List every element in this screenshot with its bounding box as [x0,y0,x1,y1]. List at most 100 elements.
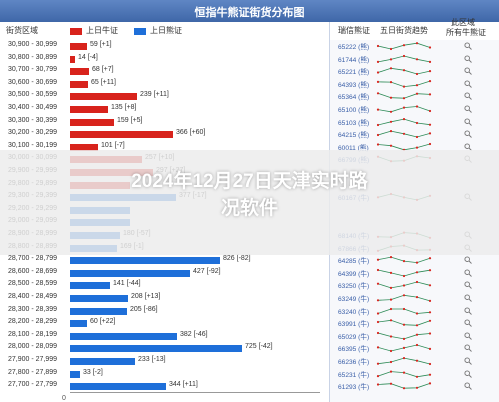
row-value-label: 366 [+60] [176,129,206,137]
row-warrant-code[interactable]: 65364 (熊) [338,94,370,102]
row-bar[interactable] [70,131,173,139]
row-trend-sparkline [376,281,432,290]
row-warrant-code[interactable]: 65100 (熊) [338,107,370,114]
magnifier-icon[interactable] [464,80,472,88]
magnifier-icon[interactable] [464,42,472,50]
magnifier-icon[interactable] [464,370,472,378]
row-range-label: 27,700 - 27,799 [8,381,58,389]
row-bar[interactable] [70,93,137,101]
row-bar[interactable] [70,383,166,391]
row-trend-sparkline [376,382,432,390]
row-value-label: 101 [-7] [101,141,125,149]
row-range-label: 28,400 - 28,499 [8,293,58,300]
overlay-title-line1: 2024年12月27日天津实时路 [131,171,368,192]
row-trend-sparkline [376,54,432,63]
row-range-label: 27,800 - 27,899 [8,368,58,376]
row-bar[interactable] [70,332,177,340]
row-bar[interactable] [70,43,87,50]
magnifier-icon[interactable] [464,344,472,353]
row-value-label: 33 [-2] [83,368,103,376]
magnifier-icon[interactable] [464,281,472,290]
row-warrant-code[interactable]: 65103 (熊) [338,119,370,127]
row-range-label: 30,900 - 30,999 [8,41,58,48]
row-warrant-code[interactable]: 64215 (熊) [338,132,370,140]
row-bar[interactable] [70,143,98,151]
magnifier-icon[interactable] [464,294,472,302]
row-trend-sparkline [376,370,432,378]
row-warrant-code[interactable]: 63240 (牛) [338,308,370,316]
row-warrant-code[interactable]: 64399 (牛) [338,270,370,278]
row-warrant-code[interactable]: 66395 (牛) [338,346,370,354]
row-warrant-code[interactable]: 63249 (牛) [338,296,370,303]
magnifier-icon[interactable] [464,55,472,63]
row-bar[interactable] [70,358,135,365]
magnifier-icon[interactable] [464,307,472,315]
magnifier-icon[interactable] [464,382,472,391]
row-range-label: 28,200 - 28,299 [8,318,58,326]
row-warrant-code[interactable]: 63250 (牛) [338,283,370,291]
magnifier-icon[interactable] [464,319,472,328]
magnifier-icon[interactable] [464,118,472,126]
row-value-label: 135 [+8] [111,104,137,111]
magnifier-icon[interactable] [464,92,472,101]
row-bar[interactable] [70,295,128,302]
row-warrant-code[interactable]: 65221 (熊) [338,69,370,77]
row-bar[interactable] [70,68,89,76]
row-bar[interactable] [70,80,88,88]
page-title: 恒指牛熊证街货分布图 [194,7,305,19]
row-value-label: 65 [+11] [91,78,116,86]
row-bar[interactable] [70,257,220,265]
row-warrant-code[interactable]: 66236 (牛) [338,359,370,366]
row-warrant-code[interactable]: 64285 (牛) [338,258,370,266]
row-range-label: 28,100 - 28,199 [8,330,58,338]
row-range-label: 30,300 - 30,399 [8,116,58,124]
row-trend-sparkline [376,79,432,88]
row-range-label: 30,800 - 30,899 [8,53,58,61]
row-warrant-code[interactable]: 64393 (熊) [338,81,370,89]
row-warrant-code[interactable]: 60011 (熊) [338,144,369,152]
row-bar[interactable] [70,370,80,378]
bear-legend-swatch [134,28,146,35]
row-bar[interactable] [70,320,87,328]
row-value-label: 60 [+22] [90,318,116,326]
row-bar[interactable] [70,118,114,126]
row-range-label: 27,900 - 27,999 [8,356,58,363]
title-bar: 恒指牛熊证街货分布图 [0,0,499,22]
row-trend-sparkline [376,357,432,366]
magnifier-icon[interactable] [464,143,472,151]
bull-legend-label: 上日牛证 [86,26,118,35]
row-value-label: 826 [-82] [223,255,251,263]
x-axis-zero-label: 0 [62,395,66,402]
row-trend-sparkline [376,256,432,264]
row-bar[interactable] [70,282,110,290]
row-warrant-code[interactable]: 65029 (牛) [338,333,370,341]
row-bar[interactable] [70,106,108,113]
area-column-header-line1: 此区域 [451,18,475,27]
code-column-header: 瑞信熊证 [338,26,370,35]
row-warrant-code[interactable]: 65222 (熊) [338,44,370,51]
row-range-label: 30,100 - 30,199 [8,141,58,149]
row-bar[interactable] [70,269,190,277]
row-value-label: 382 [-46] [180,330,208,338]
overlay-title-line2: 况软件 [220,198,278,219]
row-warrant-code[interactable]: 61744 (熊) [338,56,370,64]
magnifier-icon[interactable] [464,130,472,139]
row-value-label: 68 [+7] [92,66,114,74]
magnifier-icon[interactable] [464,105,472,113]
row-warrant-code[interactable]: 61293 (牛) [338,384,370,392]
row-bar[interactable] [70,307,127,315]
magnifier-icon[interactable] [464,357,472,365]
row-warrant-code[interactable]: 63991 (牛) [338,321,370,329]
row-range-label: 30,500 - 30,599 [8,91,58,99]
row-trend-sparkline [376,344,432,353]
magnifier-icon[interactable] [464,256,472,265]
magnifier-icon[interactable] [464,332,472,340]
row-value-label: 725 [-42] [245,343,273,351]
magnifier-icon[interactable] [464,269,472,277]
row-bar[interactable] [70,55,75,63]
bull-legend-swatch [70,28,82,35]
magnifier-icon[interactable] [464,67,472,76]
row-bar[interactable] [70,345,242,353]
row-warrant-code[interactable]: 65231 (牛) [338,371,370,379]
